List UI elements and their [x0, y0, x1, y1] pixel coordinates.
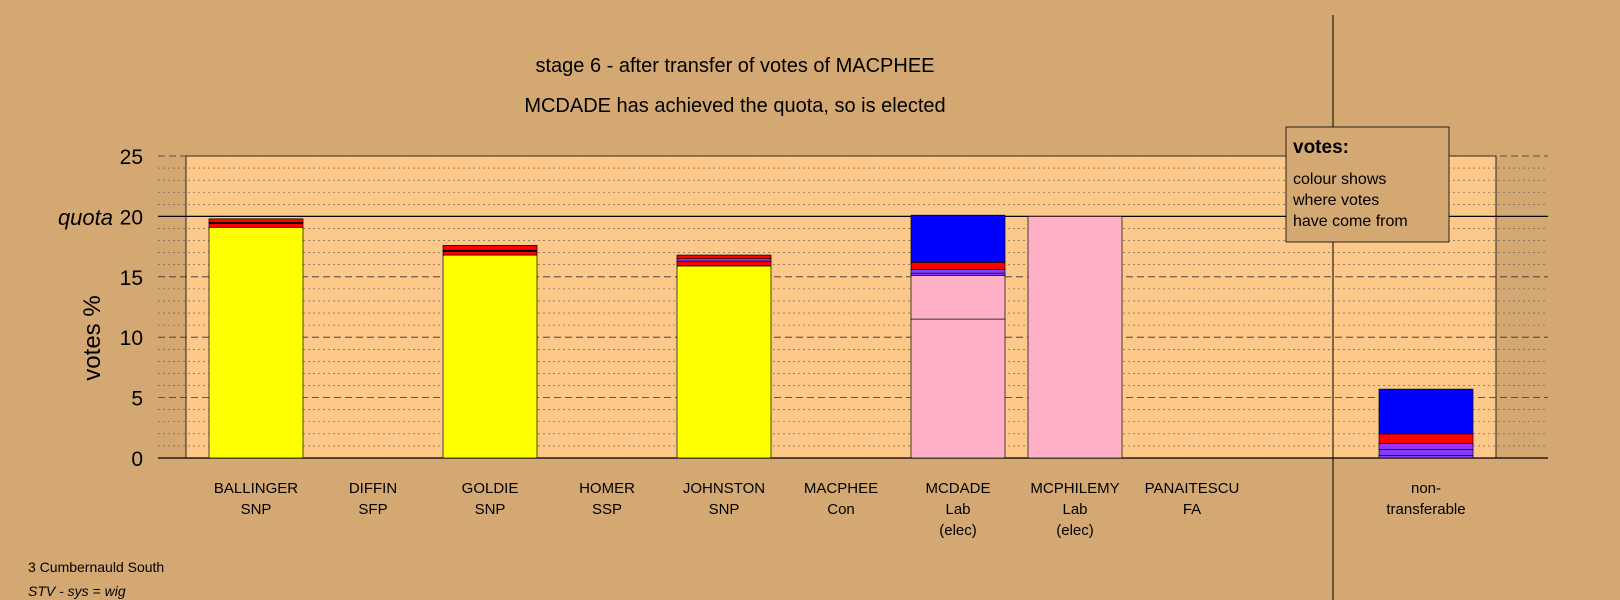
bar-mcdade-segment — [910, 261, 1006, 270]
bar-johnston-segment — [676, 260, 772, 267]
bar-mcdade-segment — [910, 269, 1006, 274]
bar-mcphilemy-segment — [1027, 216, 1123, 459]
bar-mcdade-segment — [910, 272, 1006, 276]
nontransferable-label-1: non- — [1411, 480, 1441, 497]
bar-nontransferable-segment — [1378, 455, 1474, 459]
y-tick-label: 0 — [131, 448, 143, 471]
candidate-name: JOHNSTON — [683, 480, 765, 497]
legend: votes: colour shows where votes have com… — [1285, 126, 1450, 243]
candidate-party: SFP — [358, 501, 387, 518]
quota-label: quota — [58, 205, 113, 230]
legend-box — [1285, 126, 1450, 243]
grid — [158, 155, 1548, 459]
candidate-name: DIFFIN — [349, 480, 397, 497]
candidate-party: Lab — [1062, 501, 1087, 518]
bar-johnston-segment — [676, 265, 772, 459]
footer-ward: 3 Cumbernauld South — [28, 559, 164, 575]
y-tick-label: 15 — [120, 267, 143, 290]
plot-area — [185, 155, 1497, 459]
candidate-name: MACPHEE — [804, 480, 878, 497]
candidate-note: (elec) — [1056, 522, 1094, 539]
candidate-party: Con — [827, 501, 855, 518]
candidate-party: Lab — [945, 501, 970, 518]
bar-goldie-segment — [442, 251, 538, 256]
legend-line-1: colour shows — [1293, 171, 1386, 188]
candidate-party: SSP — [592, 501, 622, 518]
candidate-party: SNP — [709, 501, 740, 518]
bar-ballinger-segment — [208, 218, 304, 223]
candidate-name: MCPHILEMY — [1030, 480, 1119, 497]
bar-nontransferable-segment — [1378, 388, 1474, 435]
candidate-name: MCDADE — [925, 480, 990, 497]
candidate-name: BALLINGER — [214, 480, 298, 497]
bar-mcdade-segment — [910, 214, 1006, 263]
footer-system: STV - sys = wig — [28, 583, 126, 599]
candidate-party: FA — [1183, 501, 1201, 518]
bar-ballinger-segment — [208, 223, 304, 228]
candidate-note: (elec) — [939, 522, 977, 539]
bar-goldie-segment — [442, 254, 538, 459]
chart-title: stage 6 - after transfer of votes of MAC… — [535, 55, 934, 77]
candidate-name: HOMER — [579, 480, 635, 497]
candidate-party: SNP — [241, 501, 272, 518]
bars — [208, 214, 1474, 459]
bar-goldie-segment — [442, 245, 538, 251]
bar-nontransferable-segment — [1378, 433, 1474, 444]
candidate-labels: BALLINGER SNP DIFFIN SFP GOLDIE SNP HOMER SSP JO… — [214, 480, 1239, 539]
bar-ballinger-segment — [208, 226, 304, 459]
bar-nontransferable-segment — [1378, 443, 1474, 450]
legend-line-3: have come from — [1293, 213, 1408, 230]
bar-johnston-segment — [676, 254, 772, 260]
y-tick-label: 10 — [120, 327, 143, 350]
chart-subtitle: MCDADE has achieved the quota, so is ele… — [524, 95, 945, 117]
y-ticks: 0 5 10 15 20 25 — [120, 146, 143, 471]
nontransferable-label-2: transferable — [1386, 501, 1465, 518]
y-axis-label: votes % — [79, 295, 106, 380]
candidate-name: GOLDIE — [462, 480, 519, 497]
bar-johnston-segment — [676, 258, 772, 262]
y-tick-label: 25 — [120, 146, 143, 169]
legend-title: votes: — [1293, 137, 1349, 158]
candidate-party: SNP — [475, 501, 506, 518]
bar-nontransferable-segment — [1378, 449, 1474, 456]
bar-mcdade-segment — [910, 275, 1006, 320]
y-tick-label: 5 — [131, 388, 143, 411]
bar-mcdade-segment — [910, 318, 1006, 459]
y-tick-label: 20 — [120, 206, 143, 229]
candidate-name: PANAITESCU — [1145, 480, 1240, 497]
legend-line-2: where votes — [1292, 192, 1379, 209]
